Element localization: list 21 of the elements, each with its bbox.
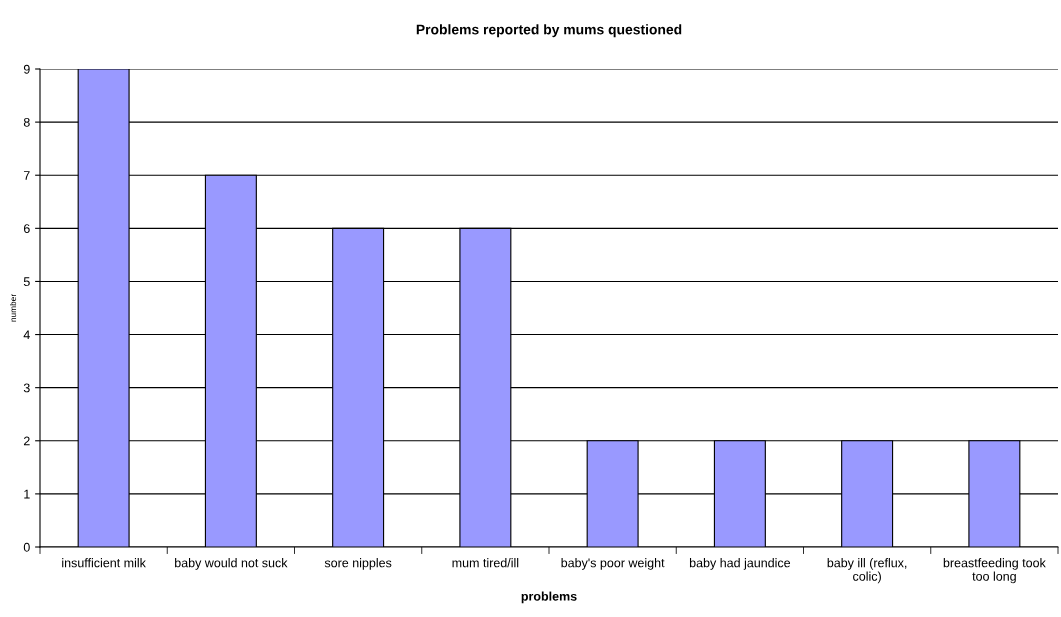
x-tick-label: breastfeeding took too long	[943, 558, 1046, 584]
x-tick-label: mum tired/ill	[452, 558, 519, 568]
x-axis-title: problems	[521, 591, 577, 604]
x-tick-label: baby had jaundice	[689, 558, 791, 570]
chart-title: Problems reported by mums questioned	[416, 24, 682, 38]
y-tick-label: 1	[24, 489, 30, 499]
x-tick-label: baby's poor weight	[561, 558, 665, 570]
y-tick-label: 3	[23, 383, 30, 393]
x-tick-label: insufficient milk	[62, 558, 146, 568]
y-axis-title: number	[10, 294, 17, 322]
y-tick-label: 7	[23, 171, 30, 180]
y-tick-label: 6	[23, 224, 30, 233]
x-tick-label: sore nipples	[324, 558, 392, 570]
y-tick-label: 4	[23, 330, 30, 340]
y-tick-label: 9	[23, 64, 30, 74]
x-tick-label: baby ill (reflux, colic)	[827, 558, 907, 584]
x-tick-label: baby would not suck	[175, 558, 288, 570]
y-tick-label: 0	[23, 542, 30, 552]
y-tick-label: 2	[23, 436, 30, 446]
y-tick-label: 5	[23, 277, 30, 287]
y-tick-label: 8	[23, 117, 30, 127]
